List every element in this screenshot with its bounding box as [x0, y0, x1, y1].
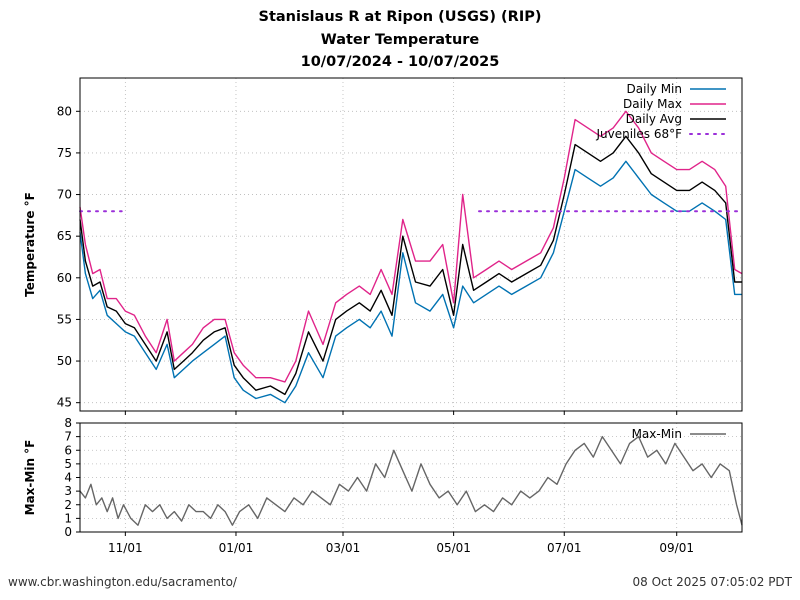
y-tick-label: 1 [64, 511, 72, 525]
x-tick-label: 11/01 [108, 541, 143, 555]
y-tick-label: 2 [64, 498, 72, 512]
y-tick-label: 45 [57, 396, 72, 410]
plot-frame [79, 77, 743, 412]
legend-label: Daily Max [623, 97, 682, 111]
series-daily-max-line [79, 110, 743, 383]
y-axis-label: Temperature °F [23, 192, 37, 297]
footer-timestamp: 08 Oct 2025 07:05:02 PDT [632, 575, 792, 589]
x-tick-label: 09/01 [659, 541, 694, 555]
chart-title-line-2: Water Temperature [321, 32, 480, 48]
y-axis-label: Max-Min °F [23, 440, 37, 516]
plot-frame [79, 422, 743, 533]
y-tick-label: 70 [57, 188, 72, 202]
y-tick-label: 7 [64, 430, 72, 444]
series-max-min-line [79, 435, 743, 526]
y-tick-label: 6 [64, 443, 72, 457]
y-tick-label: 0 [64, 525, 72, 539]
series-daily-min-line [79, 160, 742, 404]
y-tick-label: 80 [57, 104, 72, 118]
legend-label: Daily Avg [626, 112, 682, 126]
y-tick-label: 65 [57, 229, 72, 243]
chart-title-line-3: 10/07/2024 - 10/07/2025 [301, 54, 500, 70]
y-tick-label: 4 [64, 471, 72, 485]
y-tick-label: 75 [57, 146, 72, 160]
legend-label: Max-Min [632, 427, 682, 441]
x-tick-label: 03/01 [326, 541, 361, 555]
y-tick-label: 60 [57, 271, 72, 285]
y-tick-label: 3 [64, 484, 72, 498]
y-tick-label: 55 [57, 312, 72, 326]
x-tick-label: 05/01 [436, 541, 471, 555]
x-tick-label: 01/01 [219, 541, 254, 555]
chart-title-line-1: Stanislaus R at Ripon (USGS) (RIP) [259, 9, 542, 25]
series-daily-avg-line [79, 135, 742, 396]
y-tick-label: 5 [64, 457, 72, 471]
x-tick-label: 07/01 [547, 541, 582, 555]
y-tick-label: 50 [57, 354, 72, 368]
y-tick-label: 8 [64, 416, 72, 430]
legend-label: Juveniles 68°F [595, 127, 682, 141]
footer-url: www.cbr.washington.edu/sacramento/ [8, 575, 238, 589]
legend-label: Daily Min [627, 82, 682, 96]
